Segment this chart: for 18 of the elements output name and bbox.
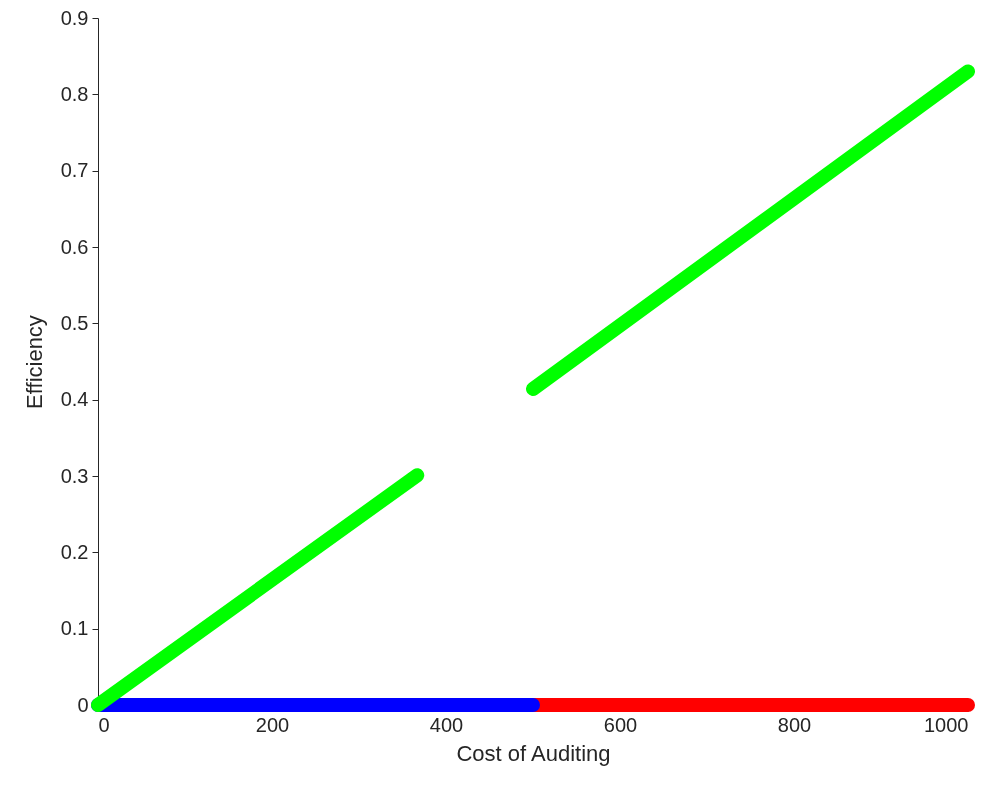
y-tick-label: 0.6 xyxy=(60,235,89,258)
x-tick-label: 1000 xyxy=(924,713,969,736)
y-tick-label: 0.2 xyxy=(60,540,89,563)
y-tick-label: 0.7 xyxy=(60,159,89,182)
y-tick-label: 0.4 xyxy=(60,388,89,411)
y-tick-label: 0.3 xyxy=(60,464,89,487)
x-tick-label: 600 xyxy=(603,713,638,736)
x-tick-label: 400 xyxy=(429,713,464,736)
x-tick-label: 800 xyxy=(777,713,812,736)
y-tick-label: 0.9 xyxy=(60,6,89,29)
x-axis-title: Cost of Auditing xyxy=(456,740,611,766)
y-tick-label: 0 xyxy=(77,693,89,716)
x-tick-label: 0 xyxy=(98,713,110,736)
x-tick-label: 200 xyxy=(255,713,290,736)
y-tick-label: 0.1 xyxy=(60,617,89,640)
y-tick-label: 0.8 xyxy=(60,82,89,105)
y-axis-title: Efficiency xyxy=(21,315,47,409)
y-tick-label: 0.5 xyxy=(60,311,89,334)
